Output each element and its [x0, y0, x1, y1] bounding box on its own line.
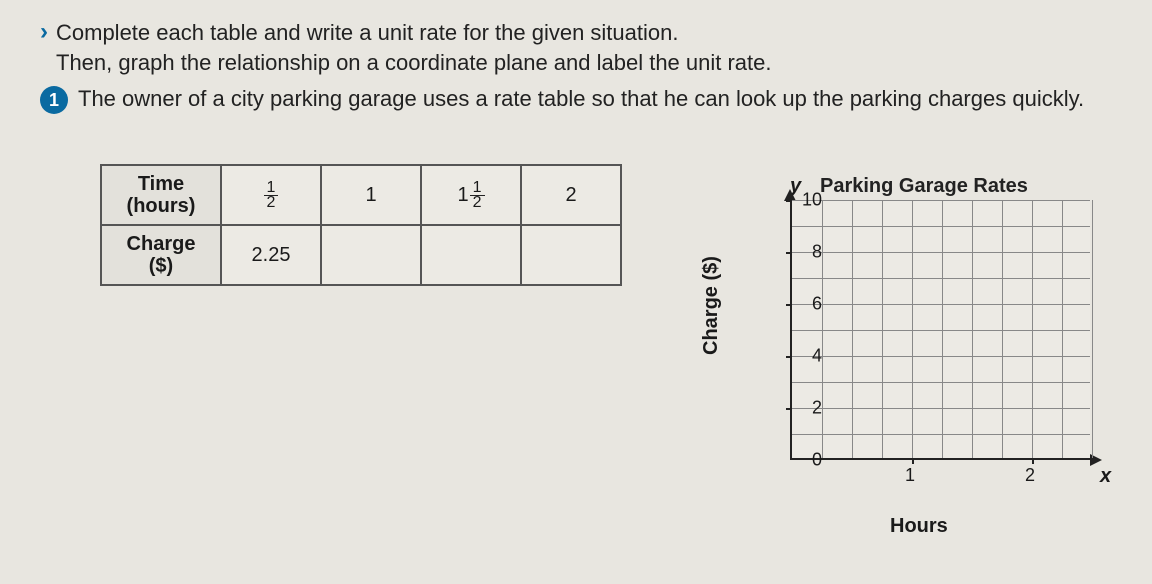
time-header-l1: Time — [138, 173, 184, 195]
chevron-icon: › — [40, 18, 48, 46]
plot-area — [790, 200, 1090, 460]
charge-cell-0[interactable]: 2.25 — [221, 225, 321, 285]
instruction-line-1: Complete each table and write a unit rat… — [56, 18, 772, 48]
y-tick-label: 4 — [782, 346, 822, 367]
rate-table: Time (hours) 12 1 112 2 Charge ($) 2.25 — [100, 164, 622, 286]
time-cell-0: 12 — [221, 165, 321, 225]
x-arrow-label: x — [1100, 465, 1111, 488]
time-cell-3: 2 — [521, 165, 621, 225]
problem-number: 1 — [49, 90, 59, 111]
instructions-block: › Complete each table and write a unit r… — [40, 18, 1112, 78]
chart-title: Parking Garage Rates — [820, 175, 1028, 198]
time-header-l2: (hours) — [127, 195, 196, 217]
instruction-line-2: Then, graph the relationship on a coordi… — [56, 48, 772, 78]
table-row-time: Time (hours) 12 1 112 2 — [101, 165, 621, 225]
y-tick-label: 2 — [782, 398, 822, 419]
charge-header-l1: Charge — [127, 233, 196, 255]
row-header-charge: Charge ($) — [101, 225, 221, 285]
problem-number-badge: 1 — [40, 86, 68, 114]
x-axis-label: Hours — [890, 515, 948, 538]
y-tick-label: 0 — [782, 450, 822, 471]
charge-cell-3[interactable] — [521, 225, 621, 285]
charge-header-l2: ($) — [149, 255, 173, 277]
time-cell-1: 1 — [321, 165, 421, 225]
time-cell-2: 112 — [421, 165, 521, 225]
x-tick-label: 1 — [905, 465, 915, 486]
charge-cell-1[interactable] — [321, 225, 421, 285]
y-tick-label: 10 — [782, 190, 822, 211]
chart: y Parking Garage Rates Charge ($) Hours … — [690, 175, 1130, 575]
problem-text: The owner of a city parking garage uses … — [78, 84, 1084, 114]
y-tick-label: 6 — [782, 294, 822, 315]
x-tick-label: 2 — [1025, 465, 1035, 486]
problem-block: 1 The owner of a city parking garage use… — [40, 84, 1112, 114]
table-row-charge: Charge ($) 2.25 — [101, 225, 621, 285]
y-tick-label: 8 — [782, 242, 822, 263]
row-header-time: Time (hours) — [101, 165, 221, 225]
y-axis-label: Charge ($) — [700, 256, 723, 355]
charge-cell-2[interactable] — [421, 225, 521, 285]
